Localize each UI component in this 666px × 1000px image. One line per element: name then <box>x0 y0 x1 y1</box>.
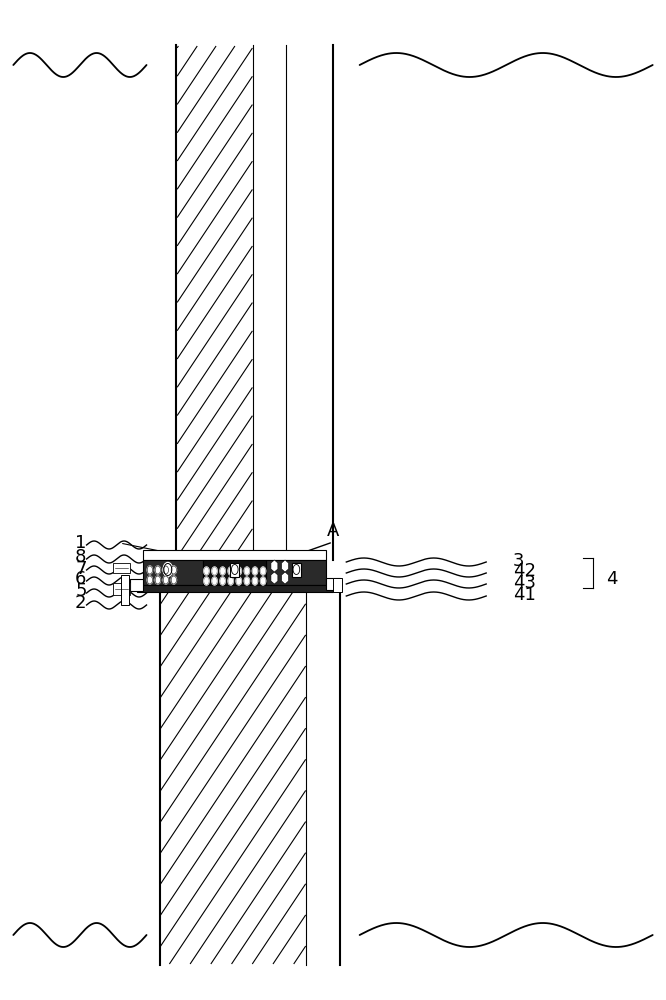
Polygon shape <box>282 560 288 572</box>
Circle shape <box>163 566 168 574</box>
Circle shape <box>171 566 176 574</box>
Bar <box>286 45 333 560</box>
Bar <box>266 560 326 585</box>
Text: 42: 42 <box>513 562 536 580</box>
Circle shape <box>260 567 266 575</box>
Text: 6: 6 <box>75 570 87 588</box>
Circle shape <box>228 567 233 575</box>
Text: 43: 43 <box>513 574 536 591</box>
Circle shape <box>171 576 176 584</box>
Bar <box>253 45 286 560</box>
Circle shape <box>204 567 209 575</box>
Text: 8: 8 <box>75 548 87 566</box>
Text: 5: 5 <box>75 582 87 600</box>
Circle shape <box>212 567 217 575</box>
Circle shape <box>147 576 153 584</box>
Bar <box>326 578 340 590</box>
Bar <box>137 585 333 592</box>
Polygon shape <box>271 560 278 572</box>
Bar <box>121 575 129 605</box>
Bar <box>113 563 130 573</box>
Bar <box>333 578 342 592</box>
Polygon shape <box>282 572 288 584</box>
Circle shape <box>236 567 242 575</box>
Bar <box>130 579 143 591</box>
Text: 7: 7 <box>75 560 87 578</box>
Circle shape <box>244 567 250 575</box>
Text: 41: 41 <box>513 585 535 603</box>
Circle shape <box>252 577 258 585</box>
Bar <box>113 583 130 595</box>
Circle shape <box>147 566 153 574</box>
Circle shape <box>212 577 217 585</box>
Circle shape <box>220 577 225 585</box>
Text: 1: 1 <box>75 534 87 552</box>
Bar <box>203 560 266 585</box>
Polygon shape <box>271 572 278 584</box>
Bar <box>143 560 203 585</box>
Bar <box>306 585 340 965</box>
Bar <box>292 562 301 576</box>
Circle shape <box>228 577 233 585</box>
Circle shape <box>155 566 161 574</box>
Circle shape <box>252 567 258 575</box>
Circle shape <box>155 576 161 584</box>
Circle shape <box>236 577 242 585</box>
Circle shape <box>163 576 168 584</box>
Text: 4: 4 <box>606 570 617 588</box>
Bar <box>143 550 326 560</box>
Text: A: A <box>327 522 339 540</box>
Circle shape <box>220 567 225 575</box>
Text: 2: 2 <box>75 594 87 612</box>
Circle shape <box>163 562 172 576</box>
Circle shape <box>204 577 209 585</box>
Circle shape <box>260 577 266 585</box>
Text: 3: 3 <box>513 552 524 570</box>
Circle shape <box>244 577 250 585</box>
Bar <box>230 562 240 576</box>
